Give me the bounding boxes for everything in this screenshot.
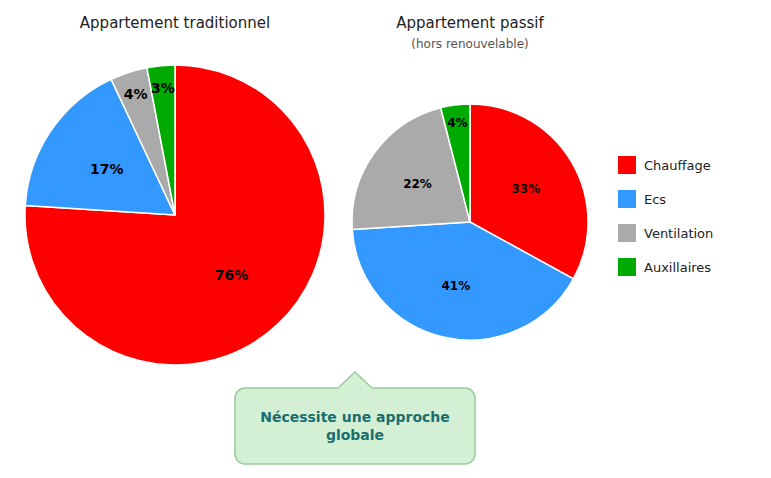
- legend-item: Chauffage: [618, 156, 711, 174]
- data-label: 17%: [90, 161, 124, 177]
- legend-swatch: [618, 190, 636, 208]
- annotation: Nécessite une approche globale: [260, 409, 450, 443]
- pie-slice: [25, 65, 325, 365]
- legend-item: Auxillaires: [618, 258, 711, 276]
- chart-canvas: Appartement traditionnel76%17%4%3%Chauff…: [0, 0, 771, 478]
- data-label: 4%: [124, 86, 148, 102]
- chart-title: Appartement traditionnel: [80, 14, 270, 32]
- legend-swatch: [618, 224, 636, 242]
- data-label: 4%: [447, 116, 467, 130]
- pie-chart: Appartement traditionnel 76% 17% 4%3%: [25, 14, 325, 365]
- legend-label: Auxillaires: [644, 260, 711, 275]
- legend-swatch: [618, 258, 636, 276]
- data-labels: 76% 17% 4%3%: [90, 80, 248, 283]
- legend-item: Ecs: [618, 190, 666, 208]
- pie-slice: [147, 65, 175, 215]
- pie-slices: [25, 65, 325, 365]
- callout: Nécessite une approche globale: [235, 372, 475, 464]
- data-label: 76%: [215, 267, 249, 283]
- callout-box: [235, 388, 475, 464]
- legend-item: Ventilation: [618, 224, 713, 242]
- callout-pointer: [337, 372, 373, 389]
- legend-label: Chauffage: [644, 158, 711, 173]
- legend-label: Ecs: [644, 192, 666, 207]
- data-labels: 33% 41% 22% 4%: [403, 116, 540, 293]
- pie-slice: [441, 104, 470, 222]
- legend-swatch: [618, 156, 636, 174]
- annotation-line: Nécessite une approche: [260, 409, 450, 425]
- legend: Chauffage Ecs Ventilation Auxillaires: [618, 156, 713, 276]
- pie-slices: [352, 104, 588, 340]
- callout-joint: [339, 387, 371, 390]
- annotation-line: globale: [326, 427, 384, 443]
- pie-chart: Appartement passif (hors renouvelable) 33%…: [352, 14, 588, 340]
- legend-label: Ventilation: [644, 226, 713, 241]
- data-label: 22%: [403, 177, 432, 191]
- chart-title: Appartement passif: [396, 14, 544, 32]
- pie-slice: [352, 222, 573, 340]
- data-label: 33%: [511, 182, 540, 196]
- pie-slice: [352, 108, 470, 230]
- data-label: 41%: [441, 279, 470, 293]
- data-label: 3%: [151, 80, 175, 96]
- chart-subtitle: (hors renouvelable): [411, 37, 528, 51]
